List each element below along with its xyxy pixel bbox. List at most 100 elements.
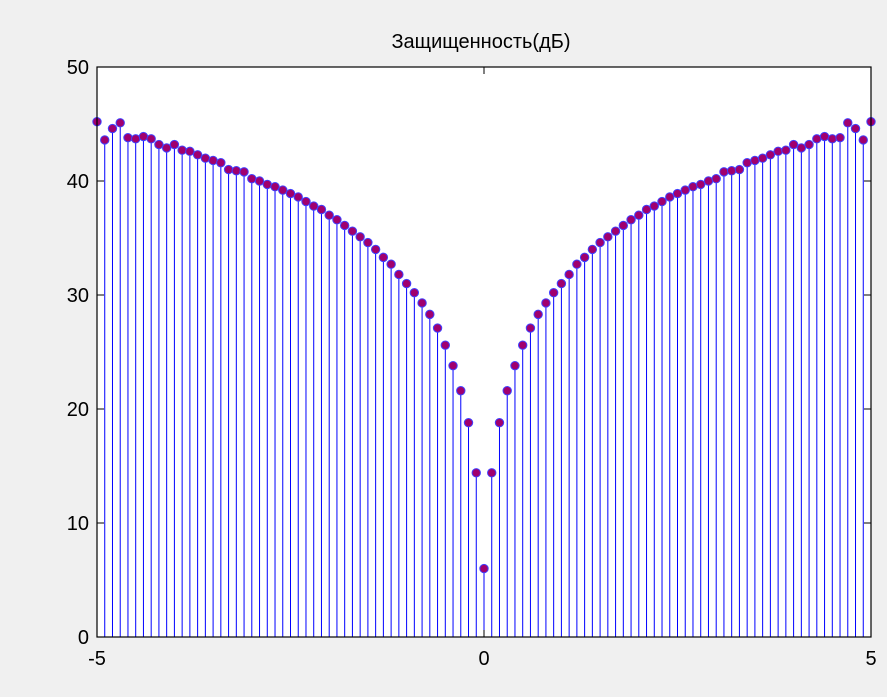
stem-marker bbox=[370, 244, 381, 255]
stem-marker bbox=[231, 166, 242, 176]
stem-marker bbox=[401, 278, 412, 289]
stem-marker bbox=[347, 226, 358, 236]
stem-marker bbox=[332, 215, 342, 225]
stem-marker bbox=[115, 118, 125, 128]
stem-marker bbox=[688, 182, 698, 192]
stem-marker bbox=[750, 155, 760, 166]
stem-marker bbox=[618, 220, 629, 231]
stem-marker bbox=[843, 118, 853, 128]
stem-marker bbox=[603, 232, 613, 242]
stem-marker bbox=[587, 244, 598, 255]
stem-marker bbox=[355, 232, 365, 242]
stem-marker bbox=[131, 134, 141, 144]
stem-marker bbox=[850, 123, 861, 134]
stem-marker bbox=[634, 210, 644, 220]
stem-marker bbox=[510, 360, 520, 371]
stem-marker bbox=[610, 226, 621, 236]
y-tick-label: 30 bbox=[67, 285, 89, 307]
stem-marker bbox=[107, 123, 118, 134]
stem-marker bbox=[773, 146, 783, 157]
stem-marker bbox=[657, 196, 667, 207]
stem-marker bbox=[572, 259, 582, 269]
stem-marker bbox=[742, 158, 752, 168]
stem-marker bbox=[301, 196, 311, 207]
stem-marker bbox=[796, 143, 807, 153]
stem-marker bbox=[827, 134, 837, 144]
stem-marker bbox=[363, 237, 373, 248]
stem-marker bbox=[734, 164, 745, 175]
stem-marker bbox=[556, 278, 567, 289]
stem-marker bbox=[541, 298, 551, 308]
stem-marker bbox=[138, 131, 149, 142]
stem-marker bbox=[185, 146, 195, 157]
stem-marker bbox=[479, 563, 489, 574]
stem-marker bbox=[680, 185, 690, 195]
y-tick-label: 20 bbox=[67, 399, 89, 421]
stem-marker bbox=[626, 215, 636, 225]
stem-marker bbox=[177, 145, 187, 155]
stem-marker bbox=[703, 176, 714, 186]
stem-marker bbox=[417, 298, 427, 308]
stem-marker bbox=[819, 131, 830, 142]
stem-marker bbox=[579, 252, 590, 263]
stem-marker bbox=[696, 179, 706, 190]
stem-marker bbox=[641, 204, 652, 215]
stem-marker bbox=[123, 132, 133, 143]
stem-marker bbox=[309, 201, 319, 211]
stem-marker bbox=[471, 468, 481, 478]
stem-marker bbox=[456, 386, 466, 396]
stem-marker bbox=[812, 134, 822, 144]
stem-marker bbox=[285, 188, 296, 199]
chart-title: Защищенность(дБ) bbox=[391, 31, 570, 53]
stem-marker bbox=[711, 174, 721, 184]
stem-marker bbox=[223, 164, 234, 175]
stem-marker bbox=[494, 417, 505, 428]
stem-marker bbox=[378, 252, 389, 263]
stem-marker bbox=[502, 386, 512, 396]
plot-frame bbox=[96, 66, 872, 638]
stem-marker bbox=[316, 204, 327, 215]
stem-marker bbox=[649, 201, 659, 211]
stem-marker bbox=[154, 139, 164, 150]
plot-area bbox=[97, 67, 871, 637]
stem-marker bbox=[432, 323, 443, 333]
stem-marker bbox=[262, 179, 272, 190]
stem-marker bbox=[448, 360, 458, 371]
stem-marker bbox=[726, 166, 737, 176]
stem-marker bbox=[804, 139, 814, 150]
stem-marker bbox=[440, 340, 450, 350]
stem-marker bbox=[254, 176, 265, 186]
stem-marker bbox=[192, 150, 203, 160]
stem-marker bbox=[216, 158, 226, 168]
stem-marker bbox=[239, 167, 249, 177]
stem-marker bbox=[278, 185, 288, 195]
stem-marker bbox=[293, 192, 303, 202]
stem-marker bbox=[146, 134, 156, 144]
y-tick-label: 0 bbox=[78, 627, 89, 649]
stem-marker bbox=[672, 188, 683, 199]
stem-marker bbox=[208, 155, 218, 166]
stem-marker bbox=[765, 150, 776, 160]
stem-marker bbox=[487, 468, 497, 478]
x-tick-label: -5 bbox=[88, 648, 106, 670]
stem-marker bbox=[324, 210, 334, 220]
stem-marker bbox=[200, 153, 211, 163]
stem-marker bbox=[533, 309, 543, 320]
stem-marker bbox=[409, 288, 420, 298]
stem-marker bbox=[100, 135, 110, 145]
x-tick-label: 0 bbox=[478, 648, 489, 670]
stem-marker bbox=[394, 269, 404, 280]
stem-marker bbox=[858, 135, 868, 145]
stem-marker bbox=[719, 167, 729, 177]
stem-marker bbox=[425, 309, 435, 320]
stem-marker bbox=[270, 182, 280, 192]
stem-marker bbox=[339, 220, 350, 231]
stem-marker bbox=[781, 145, 791, 155]
stem-marker bbox=[835, 132, 845, 143]
y-tick-label: 40 bbox=[67, 171, 89, 193]
markers-group bbox=[92, 117, 876, 574]
stem-marker bbox=[518, 340, 528, 350]
stem-marker bbox=[788, 139, 799, 150]
stem-marker bbox=[169, 139, 180, 150]
